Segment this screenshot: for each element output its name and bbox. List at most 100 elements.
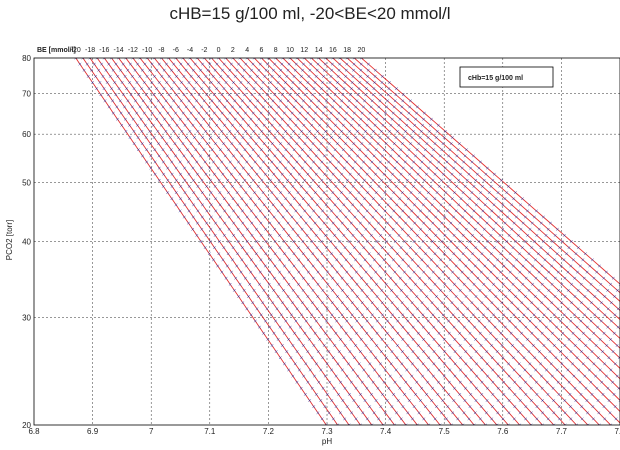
curve-marker — [121, 62, 125, 66]
curve-marker — [436, 392, 440, 396]
curve-marker — [292, 105, 296, 109]
curve-marker — [462, 325, 466, 329]
curve-marker — [302, 123, 306, 127]
curve-marker — [513, 405, 517, 409]
curve-marker — [115, 105, 119, 109]
curve-marker — [370, 99, 374, 103]
curve-marker — [375, 282, 378, 286]
curve-marker — [461, 215, 465, 219]
curve-marker — [552, 423, 556, 425]
curve-marker — [300, 148, 304, 152]
curve-marker — [376, 386, 380, 390]
curve-marker — [579, 392, 583, 396]
curve-marker — [88, 58, 92, 60]
curve-marker — [350, 301, 354, 305]
curve-marker — [120, 81, 124, 84]
curve-marker — [231, 123, 234, 127]
curve-marker — [616, 307, 620, 311]
curve-marker — [354, 417, 358, 421]
curve-marker — [323, 172, 327, 176]
curve-marker — [378, 264, 382, 268]
curve-marker — [502, 313, 506, 317]
curve-marker — [600, 301, 603, 305]
curve-marker — [588, 264, 592, 268]
curve-marker — [403, 240, 407, 243]
curve-marker — [94, 74, 98, 78]
curve-marker — [284, 319, 288, 323]
curve-marker — [466, 276, 470, 280]
curve-marker — [172, 129, 176, 133]
curve-marker — [546, 417, 550, 421]
curve-marker — [249, 197, 253, 201]
curve-marker — [543, 258, 547, 262]
curve-marker — [567, 380, 571, 384]
curve-marker — [352, 62, 356, 66]
curve-marker — [192, 191, 196, 195]
curve-marker — [276, 337, 280, 341]
curve-marker — [336, 282, 339, 286]
curve-marker — [168, 136, 172, 139]
curve-marker — [253, 160, 257, 164]
curve-marker — [559, 264, 563, 268]
curve-marker — [270, 123, 274, 127]
curve-marker — [390, 405, 394, 409]
curve-marker — [461, 191, 465, 195]
curve-marker — [249, 270, 253, 274]
curve-marker — [145, 74, 149, 78]
curve-marker — [492, 246, 496, 250]
curve-marker — [461, 233, 465, 237]
curve-marker — [417, 142, 421, 146]
curve-marker — [149, 154, 153, 158]
curve-marker — [392, 392, 396, 396]
curve-marker — [562, 386, 566, 390]
curve-marker — [472, 184, 476, 188]
curve-marker — [530, 246, 534, 250]
curve-marker — [518, 374, 522, 378]
curve-marker — [227, 240, 231, 243]
curve-marker — [416, 264, 420, 268]
curve-marker — [556, 307, 560, 311]
curve-marker — [199, 240, 203, 243]
curve-marker — [156, 99, 160, 103]
curve-marker — [404, 282, 408, 286]
curve-marker — [494, 295, 498, 298]
curve-marker — [376, 166, 380, 170]
curve-marker — [444, 295, 448, 298]
curve-marker — [110, 87, 114, 91]
curve-marker — [292, 148, 296, 152]
curve-marker — [385, 331, 389, 335]
curve-marker — [459, 356, 462, 360]
curve-marker — [435, 166, 439, 170]
curve-marker — [225, 117, 229, 121]
curve-marker — [331, 417, 335, 421]
curve-marker — [425, 215, 429, 219]
curve-marker — [545, 380, 549, 384]
curve-marker — [213, 172, 216, 176]
curve-marker — [398, 215, 402, 219]
curve-marker — [288, 93, 292, 97]
curve-marker — [359, 392, 362, 396]
curve-marker — [460, 166, 464, 170]
curve-marker — [258, 282, 261, 286]
curve-marker — [343, 386, 347, 390]
curve-marker — [355, 307, 359, 311]
isobase-markers — [74, 58, 620, 425]
curve-marker — [200, 178, 204, 182]
curve-marker — [371, 246, 375, 250]
curve-marker — [271, 301, 275, 305]
curve-marker — [535, 392, 539, 396]
curve-marker — [528, 319, 532, 323]
curve-marker — [502, 368, 505, 372]
curve-marker — [179, 62, 183, 66]
curve-marker — [315, 203, 319, 207]
curve-marker — [334, 405, 338, 409]
curve-marker — [420, 386, 424, 390]
curve-marker — [590, 258, 594, 262]
curve-marker — [188, 129, 192, 133]
curve-marker — [182, 215, 186, 219]
curve-marker — [524, 392, 528, 396]
curve-marker — [202, 117, 206, 121]
curve-marker — [181, 142, 185, 146]
curve-marker — [449, 288, 452, 292]
curve-marker — [311, 252, 315, 256]
